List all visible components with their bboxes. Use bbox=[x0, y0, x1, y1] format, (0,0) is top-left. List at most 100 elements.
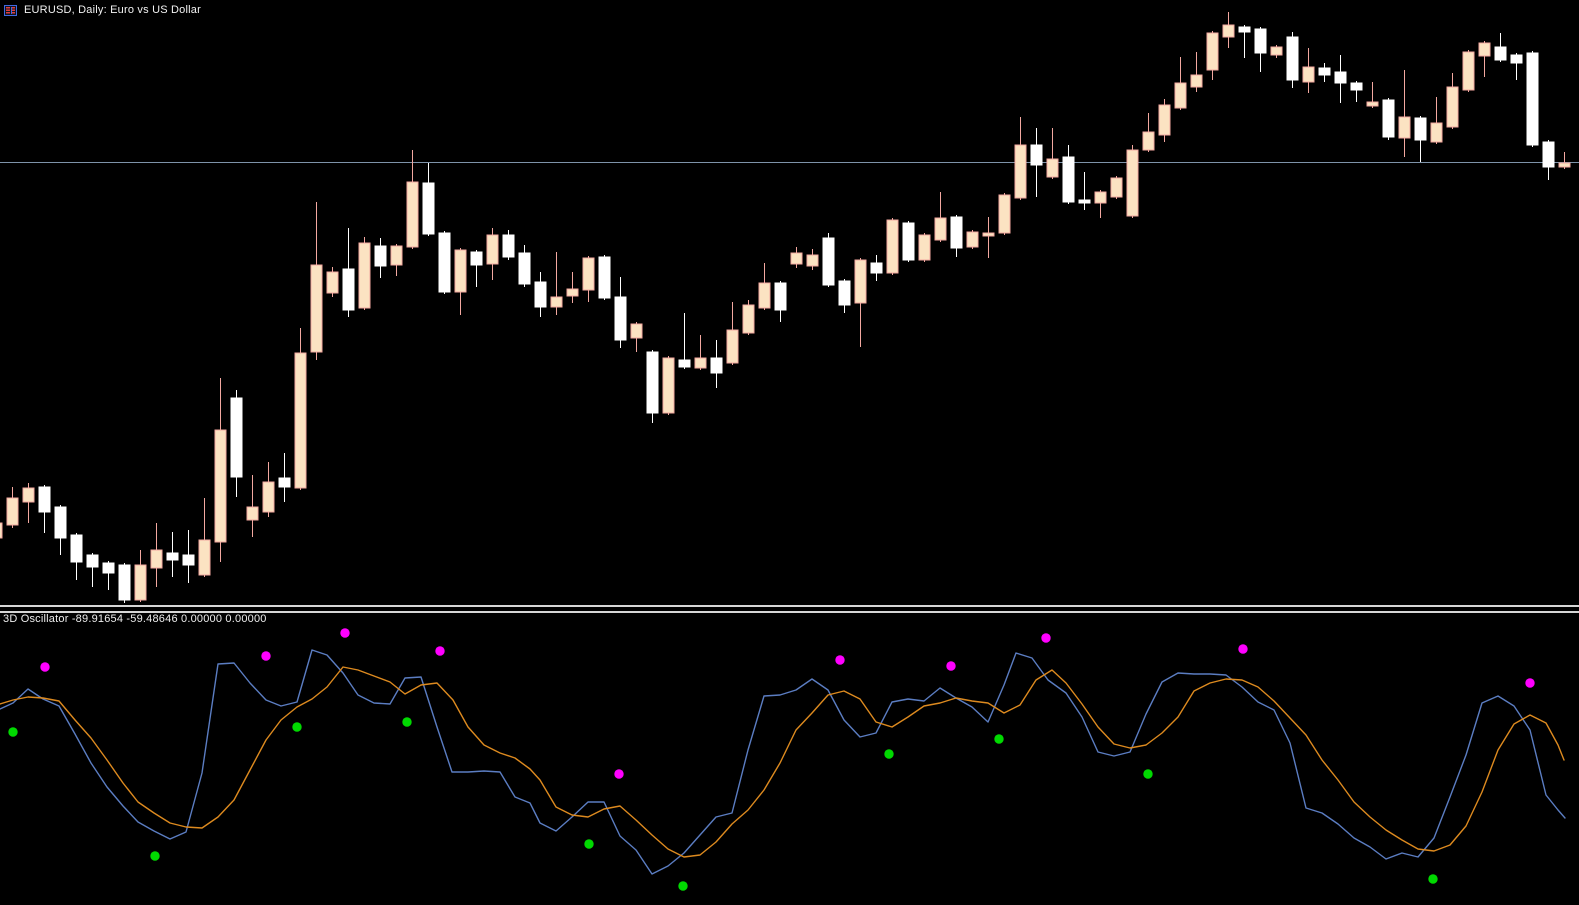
candle-bull bbox=[886, 218, 899, 275]
candle-bull bbox=[1206, 31, 1219, 80]
candle-bear bbox=[710, 340, 723, 388]
sell-signal-dot bbox=[40, 662, 50, 672]
candle-bull bbox=[1158, 99, 1171, 142]
buy-signal-dot bbox=[584, 839, 594, 849]
candle-bull bbox=[1462, 50, 1475, 92]
candle-bear bbox=[1334, 55, 1347, 103]
candle-bull bbox=[326, 267, 339, 297]
candle-bull bbox=[982, 217, 995, 258]
candle-bull bbox=[998, 193, 1011, 235]
candle-bear bbox=[230, 390, 243, 497]
candle-bear bbox=[1254, 27, 1267, 72]
candle-bull bbox=[1110, 176, 1123, 199]
candle-bear bbox=[1510, 53, 1523, 80]
sell-signal-dot bbox=[614, 769, 624, 779]
sell-signal-dot bbox=[1238, 644, 1248, 654]
candle-bear bbox=[1526, 51, 1539, 147]
candle-bear bbox=[950, 215, 963, 257]
candle-bull bbox=[1094, 190, 1107, 218]
sell-signal-dot bbox=[1525, 678, 1535, 688]
candle-bull bbox=[1046, 128, 1059, 179]
sell-signal-dot bbox=[835, 655, 845, 665]
candle-bull bbox=[726, 302, 739, 365]
candle-bull bbox=[1190, 52, 1203, 92]
candle-bull bbox=[1126, 145, 1139, 218]
candle-bull bbox=[22, 483, 35, 523]
candle-bull bbox=[406, 150, 419, 249]
buy-signal-dot bbox=[8, 727, 18, 737]
candle-bear bbox=[1318, 63, 1331, 82]
candle-bear bbox=[182, 530, 195, 583]
candle-bear bbox=[102, 561, 115, 590]
candle-bear bbox=[534, 272, 547, 317]
candle-bull bbox=[854, 258, 867, 347]
candle-bear bbox=[470, 250, 483, 287]
candle-bear bbox=[902, 221, 915, 262]
candle-bull bbox=[790, 247, 803, 268]
candle-bear bbox=[1078, 172, 1091, 210]
candle-bull bbox=[246, 475, 259, 537]
candle-bear bbox=[1030, 128, 1043, 197]
candle-bear bbox=[1494, 33, 1507, 62]
candle-bear bbox=[342, 228, 355, 317]
candle-bull bbox=[1302, 48, 1315, 93]
candle-bull bbox=[806, 249, 819, 270]
candle-bear bbox=[166, 532, 179, 577]
chart-icon-bars bbox=[10, 6, 15, 14]
panel-separator[interactable] bbox=[0, 605, 1579, 607]
candle-bull bbox=[486, 228, 499, 280]
candle-bull bbox=[694, 335, 707, 370]
candle-bear bbox=[678, 313, 691, 369]
oscillator-line-fast bbox=[0, 649, 1566, 875]
sell-signal-dot bbox=[340, 628, 350, 638]
candle-bull bbox=[1174, 57, 1187, 110]
candle-bear bbox=[502, 230, 515, 260]
candles-layer bbox=[0, 12, 1571, 603]
candle-bear bbox=[838, 279, 851, 313]
sell-signal-dot bbox=[435, 646, 445, 656]
candle-bull bbox=[358, 237, 371, 310]
candle-bull bbox=[1430, 97, 1443, 144]
candle-bull bbox=[134, 550, 147, 602]
panel-separator[interactable] bbox=[0, 611, 1579, 613]
candle-bull bbox=[1014, 117, 1027, 200]
buy-signal-dot bbox=[150, 851, 160, 861]
chart-title: EURUSD, Daily: Euro vs US Dollar bbox=[24, 4, 201, 16]
candle-bear bbox=[518, 245, 531, 287]
candle-bear bbox=[1350, 81, 1363, 102]
candle-bear bbox=[1382, 98, 1395, 140]
candle-bull bbox=[214, 378, 227, 562]
candle-bull bbox=[1558, 152, 1571, 169]
candle-bull bbox=[582, 256, 595, 302]
candle-bull bbox=[566, 272, 579, 303]
candle-bull bbox=[1478, 41, 1491, 77]
candle-bull bbox=[742, 300, 755, 335]
candle-bear bbox=[422, 163, 435, 236]
candle-bear bbox=[870, 255, 883, 281]
candle-bull bbox=[966, 230, 979, 249]
chart-title-bar: EURUSD, Daily: Euro vs US Dollar bbox=[4, 4, 201, 16]
sell-signal-dot bbox=[946, 661, 956, 671]
candle-bear bbox=[38, 485, 51, 533]
candle-bull bbox=[1270, 45, 1283, 58]
candle-bear bbox=[774, 281, 787, 322]
candle-bear bbox=[1542, 140, 1555, 180]
indicator-label: 3D Oscillator -89.91654 -59.48646 0.0000… bbox=[3, 613, 267, 625]
chart-icon bbox=[4, 4, 17, 16]
candle-bear bbox=[598, 255, 611, 300]
buy-signal-dot bbox=[678, 881, 688, 891]
candle-bear bbox=[278, 453, 291, 502]
candle-bull bbox=[262, 462, 275, 517]
candle-bear bbox=[374, 238, 387, 278]
candle-bull bbox=[758, 263, 771, 310]
candle-bull bbox=[1142, 113, 1155, 152]
buy-signal-dot bbox=[292, 722, 302, 732]
buy-signal-dot bbox=[884, 749, 894, 759]
buy-signal-dot bbox=[994, 734, 1004, 744]
candle-bull bbox=[6, 487, 19, 528]
candle-bear bbox=[1238, 25, 1251, 58]
candle-bear bbox=[70, 533, 83, 580]
candle-bull bbox=[662, 356, 675, 415]
